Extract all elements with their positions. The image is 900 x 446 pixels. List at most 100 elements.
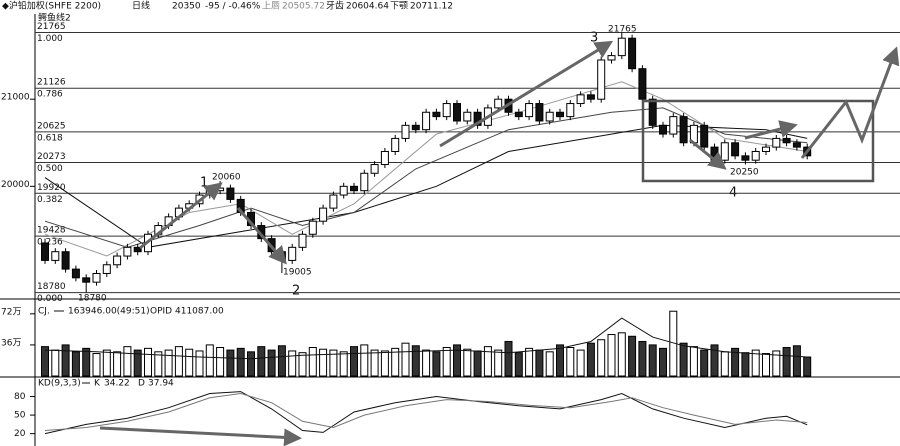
arrow	[800, 46, 900, 159]
candle-body	[659, 124, 667, 135]
volume-bar	[82, 347, 91, 377]
fib-ratio: 0.500	[37, 164, 63, 174]
teeth-label: 牙齿	[326, 1, 344, 12]
candle-body	[700, 124, 709, 148]
fib-value: 18780	[37, 282, 66, 292]
volume-bar	[453, 344, 461, 377]
candle-body	[556, 111, 564, 118]
candle-body	[545, 111, 554, 122]
volume-bar	[319, 348, 328, 377]
volume-bar	[205, 344, 214, 377]
candle-body	[586, 94, 595, 100]
fib-ratio: 1.000	[37, 34, 63, 44]
volume-title: CJ.	[38, 307, 50, 317]
candle-body	[597, 59, 606, 100]
candle-body	[566, 103, 575, 118]
volume-bar	[772, 350, 781, 377]
fib-value: 19428	[37, 226, 66, 236]
candle-body	[226, 187, 235, 200]
kd-title: KD(9,3,3)	[38, 379, 81, 389]
volume-bar	[586, 342, 595, 377]
change: -95 / -0.46%	[205, 2, 261, 12]
volume-bar	[700, 349, 709, 377]
fib-value: 21126	[37, 78, 66, 88]
y-tick-label: 72万	[1, 307, 21, 317]
candle-body	[741, 155, 750, 161]
candle-body	[617, 37, 626, 57]
lips: 20505.72	[282, 2, 325, 12]
fib-ratio: 0.786	[37, 90, 63, 100]
candle-body	[669, 116, 678, 135]
period: 日线	[132, 0, 150, 12]
candle-body	[298, 233, 307, 248]
volume-bar	[92, 353, 101, 377]
arrow	[236, 207, 287, 265]
volume-bar	[514, 352, 523, 377]
volume-bar	[432, 351, 441, 377]
price-label: 18780	[78, 294, 107, 304]
fib-ratio: 0.382	[37, 195, 63, 205]
candle-body	[638, 68, 647, 100]
candle-body	[102, 264, 111, 274]
candle-body	[792, 142, 801, 148]
volume-bar	[257, 346, 266, 377]
line-series	[44, 391, 808, 435]
volume-bar	[113, 351, 122, 377]
price-label: 20250	[730, 168, 759, 178]
volume-bar	[566, 347, 575, 377]
volume-bar	[370, 349, 379, 377]
price-label: 19005	[283, 268, 312, 278]
candle-body	[762, 146, 770, 152]
volume-bar	[689, 346, 698, 377]
candle-body	[82, 277, 91, 283]
line-series	[44, 317, 808, 360]
candle-body	[370, 164, 379, 174]
candle-body	[41, 242, 49, 261]
annotation: 3	[590, 31, 598, 46]
volume-bar	[597, 339, 606, 377]
volume-bar	[71, 351, 80, 377]
oi-label: OPID	[150, 307, 172, 317]
volume-bar	[339, 351, 348, 377]
candle-body	[525, 103, 534, 118]
volume-bar	[380, 350, 389, 377]
volume-bar	[556, 344, 564, 377]
volume-bar	[504, 340, 513, 377]
candle-body	[648, 98, 657, 126]
candle-body	[319, 207, 328, 222]
candle-body	[679, 116, 688, 144]
volume-bar	[288, 350, 297, 377]
volume-bar	[659, 347, 667, 377]
volume-bar	[267, 349, 276, 377]
volume-bar	[463, 348, 472, 377]
teeth: 20604.64	[346, 2, 389, 12]
arrow	[744, 120, 798, 140]
volume-bar	[277, 345, 286, 377]
candle-body	[422, 111, 431, 131]
jaw-label: 下颚	[390, 1, 408, 12]
volume-bar	[607, 334, 616, 377]
candle-body	[535, 103, 544, 122]
y-tick-label: 21000	[1, 93, 30, 103]
candle-body	[123, 246, 132, 257]
candle-body	[391, 137, 400, 152]
volume-bar	[51, 349, 60, 377]
y-tick-label: 20000	[1, 180, 30, 190]
candle-body	[360, 172, 369, 192]
candle-body	[350, 185, 358, 192]
candle-body	[731, 142, 740, 157]
box	[641, 99, 875, 183]
volume-bar	[731, 347, 740, 377]
volume-bar	[720, 351, 729, 377]
annotation: 1	[200, 176, 208, 191]
price-label: 20060	[212, 173, 241, 183]
candle-body	[401, 124, 410, 139]
y-tick-label: 50	[14, 411, 26, 421]
price: 20350	[172, 2, 201, 12]
volume-bar	[298, 352, 307, 377]
volume-bar	[401, 342, 410, 377]
candle-body	[61, 251, 70, 270]
volume-bar	[195, 350, 204, 377]
volume-bar	[803, 356, 812, 377]
